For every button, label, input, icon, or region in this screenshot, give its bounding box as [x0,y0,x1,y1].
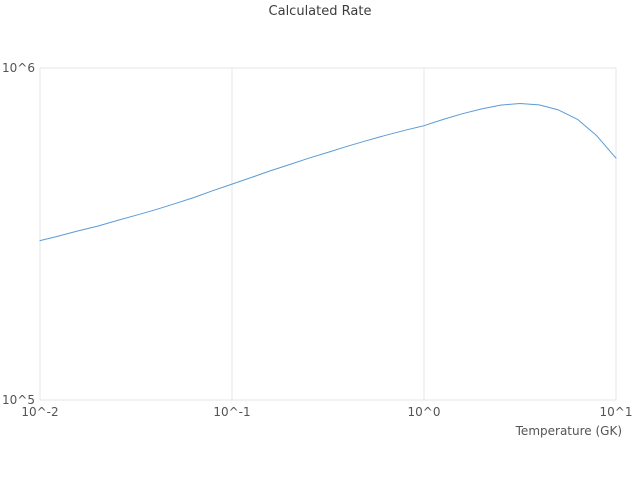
x-axis-label: Temperature (GK) [515,424,622,438]
x-tick-label: 10^0 [408,405,441,419]
y-tick-label: 10^5 [2,393,35,407]
x-tick-label: 10^-1 [213,405,250,419]
x-tick-label: 10^-2 [21,405,58,419]
data-line [39,103,617,242]
y-tick-label: 10^6 [2,61,35,75]
x-tick-label: 10^1 [600,405,633,419]
chart-title: Calculated Rate [268,4,372,19]
